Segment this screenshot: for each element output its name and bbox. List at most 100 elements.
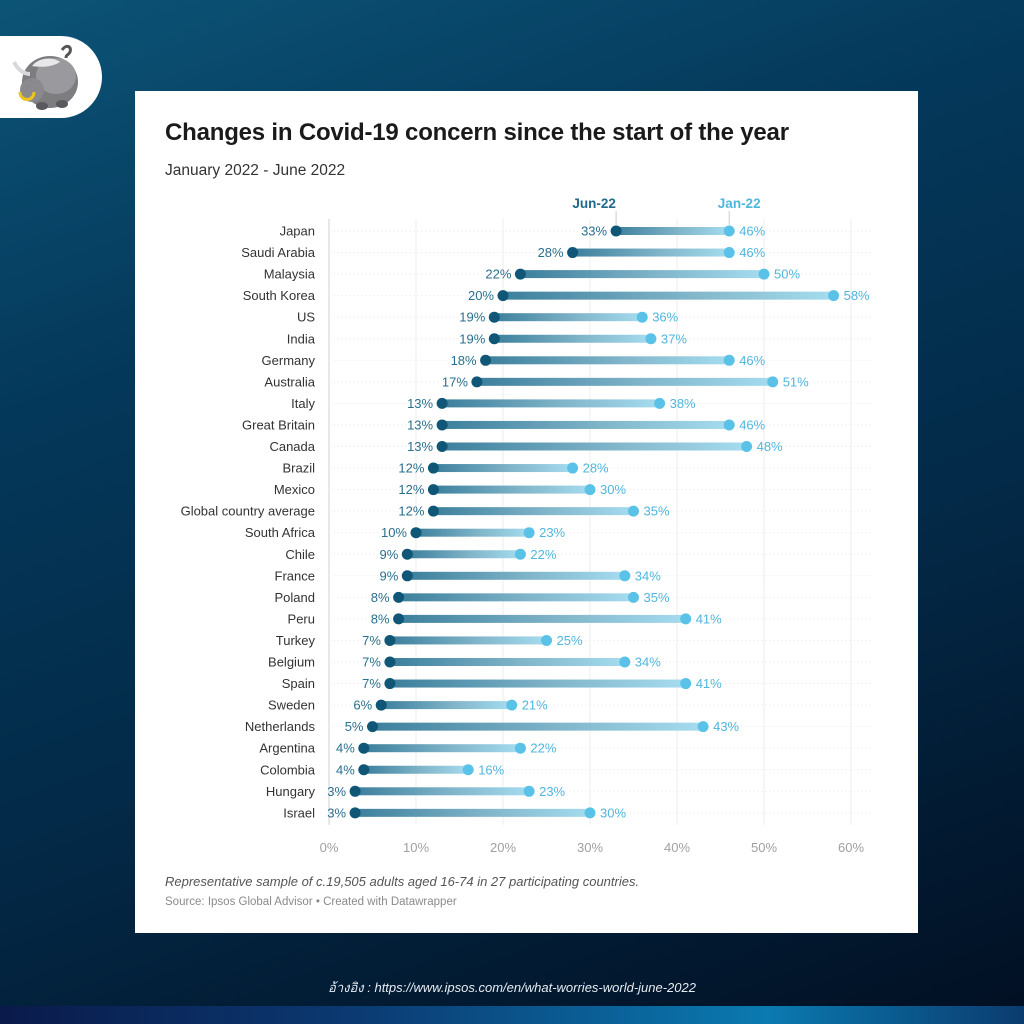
jan-dot [619, 656, 631, 668]
jan-value-label: 43% [713, 719, 739, 734]
jun-value-label: 8% [371, 611, 390, 626]
chart-title: Changes in Covid-19 concern since the st… [165, 119, 789, 146]
jun-value-label: 12% [398, 482, 424, 497]
category-label: Argentina [259, 741, 315, 756]
jan-value-label: 36% [652, 310, 678, 325]
jan-dot [628, 591, 639, 603]
jun-dot [497, 290, 509, 302]
category-label: Australia [264, 374, 315, 389]
jun-value-label: 6% [353, 698, 372, 713]
dumbbell-bar [416, 528, 530, 537]
jan-value-label: 22% [530, 547, 556, 562]
jan-value-label: 51% [783, 374, 809, 389]
dumbbell-bar [381, 701, 512, 710]
jun-dot [427, 462, 439, 474]
dumbbell-bar [389, 636, 547, 645]
jan-value-label: 46% [739, 353, 765, 368]
jan-dot [680, 613, 692, 625]
jun-dot [393, 591, 405, 603]
jan-dot [514, 548, 526, 560]
category-label: France [275, 568, 315, 583]
jun-dot [410, 527, 422, 539]
dumbbell-bar [442, 442, 747, 451]
jun-dot [393, 613, 405, 625]
jan-value-label: 41% [696, 676, 722, 691]
category-label: South Korea [243, 288, 316, 303]
dumbbell-bar [355, 787, 530, 796]
jan-dot [462, 764, 474, 776]
dumbbell-bar [520, 270, 764, 279]
jun-value-label: 5% [345, 719, 364, 734]
jun-value-label: 9% [380, 568, 399, 583]
category-label: Colombia [260, 762, 316, 777]
jan-dot [523, 785, 535, 797]
jan-dot [514, 742, 526, 754]
dumbbell-bar [494, 313, 643, 322]
jan-dot [541, 634, 552, 646]
jun-dot [349, 807, 361, 819]
category-label: Turkey [276, 633, 316, 648]
jan-dot [680, 678, 692, 690]
dumbbell-bar [616, 227, 730, 235]
x-tick-label: 30% [577, 840, 603, 855]
dumbbell-bar [433, 485, 590, 494]
jun-value-label: 4% [336, 741, 355, 756]
jun-value-label: 9% [380, 547, 399, 562]
dumbbell-bar [572, 248, 730, 257]
dumbbell-chart: 0% 10% 20% 30% 40% 50% 60% Japan 33% 46% Saudi Ara… [181, 196, 871, 855]
jun-dot [375, 699, 387, 711]
logo-badge [0, 36, 102, 118]
bar-layer [349, 225, 840, 819]
jan-dot [767, 376, 779, 388]
jun-dot [427, 505, 439, 517]
jan-dot [584, 807, 596, 819]
jan-dot [741, 441, 753, 452]
chart-subtitle: January 2022 - June 2022 [165, 162, 346, 179]
dumbbell-bar [389, 658, 625, 666]
jun-dot [436, 397, 448, 409]
jan-dot [567, 462, 579, 474]
jun-value-label: 13% [407, 417, 433, 432]
jun-dot [384, 656, 396, 668]
category-label: Malaysia [264, 267, 316, 282]
jan-value-label: 37% [661, 331, 687, 346]
jan-dot [584, 484, 596, 496]
jan-value-label: 58% [844, 288, 870, 303]
dumbbell-bar [398, 614, 686, 623]
category-label: US [297, 310, 315, 325]
jan-value-label: 46% [739, 224, 765, 239]
jun-value-label: 7% [362, 633, 381, 648]
jun-value-label: 18% [451, 353, 477, 368]
jun-dot [384, 634, 396, 646]
jun-dot [436, 441, 448, 452]
jun-dot [384, 678, 396, 690]
jun-dot [436, 419, 448, 431]
dumbbell-bar [363, 744, 521, 753]
jun-value-label: 7% [362, 676, 381, 691]
jun-value-label: 33% [581, 224, 607, 239]
jan-dot [723, 225, 735, 237]
jan-value-label: 28% [583, 461, 609, 476]
jan-dot [506, 699, 518, 711]
x-tick-label: 60% [838, 840, 864, 855]
bull-mascot-icon [12, 44, 78, 110]
jan-value-label: 46% [739, 417, 765, 432]
category-label: India [287, 331, 316, 346]
jun-dot [367, 721, 378, 733]
category-label: Belgium [268, 655, 315, 670]
jan-value-label: 35% [644, 504, 670, 519]
category-label: Sweden [268, 698, 315, 713]
jun-dot [567, 247, 579, 259]
dumbbell-bar [389, 679, 686, 688]
jun-value-label: 20% [468, 288, 494, 303]
jan-value-label: 22% [530, 741, 556, 756]
category-label: Italy [291, 396, 315, 411]
legend-label-jun: Jun-22 [572, 196, 616, 211]
x-tick-label: 20% [490, 840, 516, 855]
jun-dot [401, 548, 413, 560]
category-label: Israel [283, 805, 315, 820]
dumbbell-bar [398, 593, 634, 602]
category-label: Saudi Arabia [241, 245, 315, 260]
jan-dot [723, 247, 735, 259]
jun-value-label: 3% [327, 784, 346, 799]
